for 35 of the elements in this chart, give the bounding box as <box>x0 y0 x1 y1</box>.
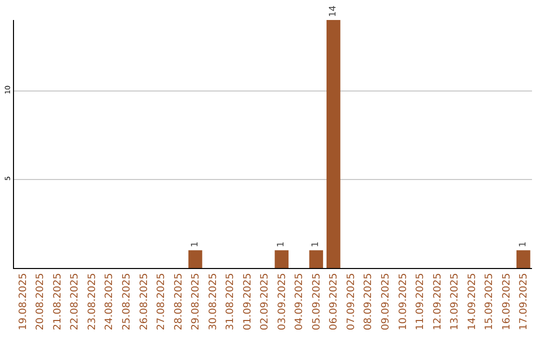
x-tick-label: 29.08.2025 <box>190 273 202 330</box>
x-tick-label: 15.09.2025 <box>484 273 496 330</box>
data-label: 1 <box>276 242 287 248</box>
data-label: 1 <box>518 242 528 248</box>
x-tick-label: 31.08.2025 <box>225 273 236 330</box>
x-tick-label: 03.09.2025 <box>276 273 288 330</box>
x-tick-label: 26.08.2025 <box>138 273 150 330</box>
data-label: 1 <box>190 242 200 248</box>
x-tick-label: 16.09.2025 <box>501 273 512 330</box>
x-tick-label: 28.08.2025 <box>173 273 184 330</box>
x-tick-label: 25.08.2025 <box>121 273 132 330</box>
x-tick-label: 19.08.2025 <box>18 273 29 330</box>
x-tick-label: 07.09.2025 <box>346 273 357 330</box>
x-tick-label: 11.09.2025 <box>415 273 426 330</box>
x-tick-label: 23.08.2025 <box>86 273 98 330</box>
x-tick-label: 12.09.2025 <box>432 273 444 330</box>
x-tick-label: 22.08.2025 <box>70 273 81 330</box>
data-label: 14 <box>328 5 338 17</box>
x-tick-label: 24.08.2025 <box>104 273 116 330</box>
x-tick-label: 08.09.2025 <box>363 273 374 330</box>
x-tick-label: 20.08.2025 <box>35 273 46 330</box>
x-tick-label: 01.09.2025 <box>242 273 254 330</box>
x-tick-label: 21.08.2025 <box>52 273 64 330</box>
x-tick-label: 04.09.2025 <box>294 273 306 330</box>
x-tick-label: 06.09.2025 <box>328 273 340 330</box>
x-tick-label: 27.08.2025 <box>156 273 168 330</box>
x-tick-label: 09.09.2025 <box>380 273 392 330</box>
x-tick-label: 14.09.2025 <box>466 273 478 330</box>
x-tick-label: 30.08.2025 <box>208 273 219 330</box>
data-label: 1 <box>311 242 322 248</box>
x-tick-label: 02.09.2025 <box>260 273 271 330</box>
x-tick-label: 05.09.2025 <box>311 273 322 330</box>
x-tick-label: 17.09.2025 <box>518 273 530 330</box>
x-tick-label: 10.09.2025 <box>398 273 409 330</box>
x-tick-label: 13.09.2025 <box>450 273 461 330</box>
